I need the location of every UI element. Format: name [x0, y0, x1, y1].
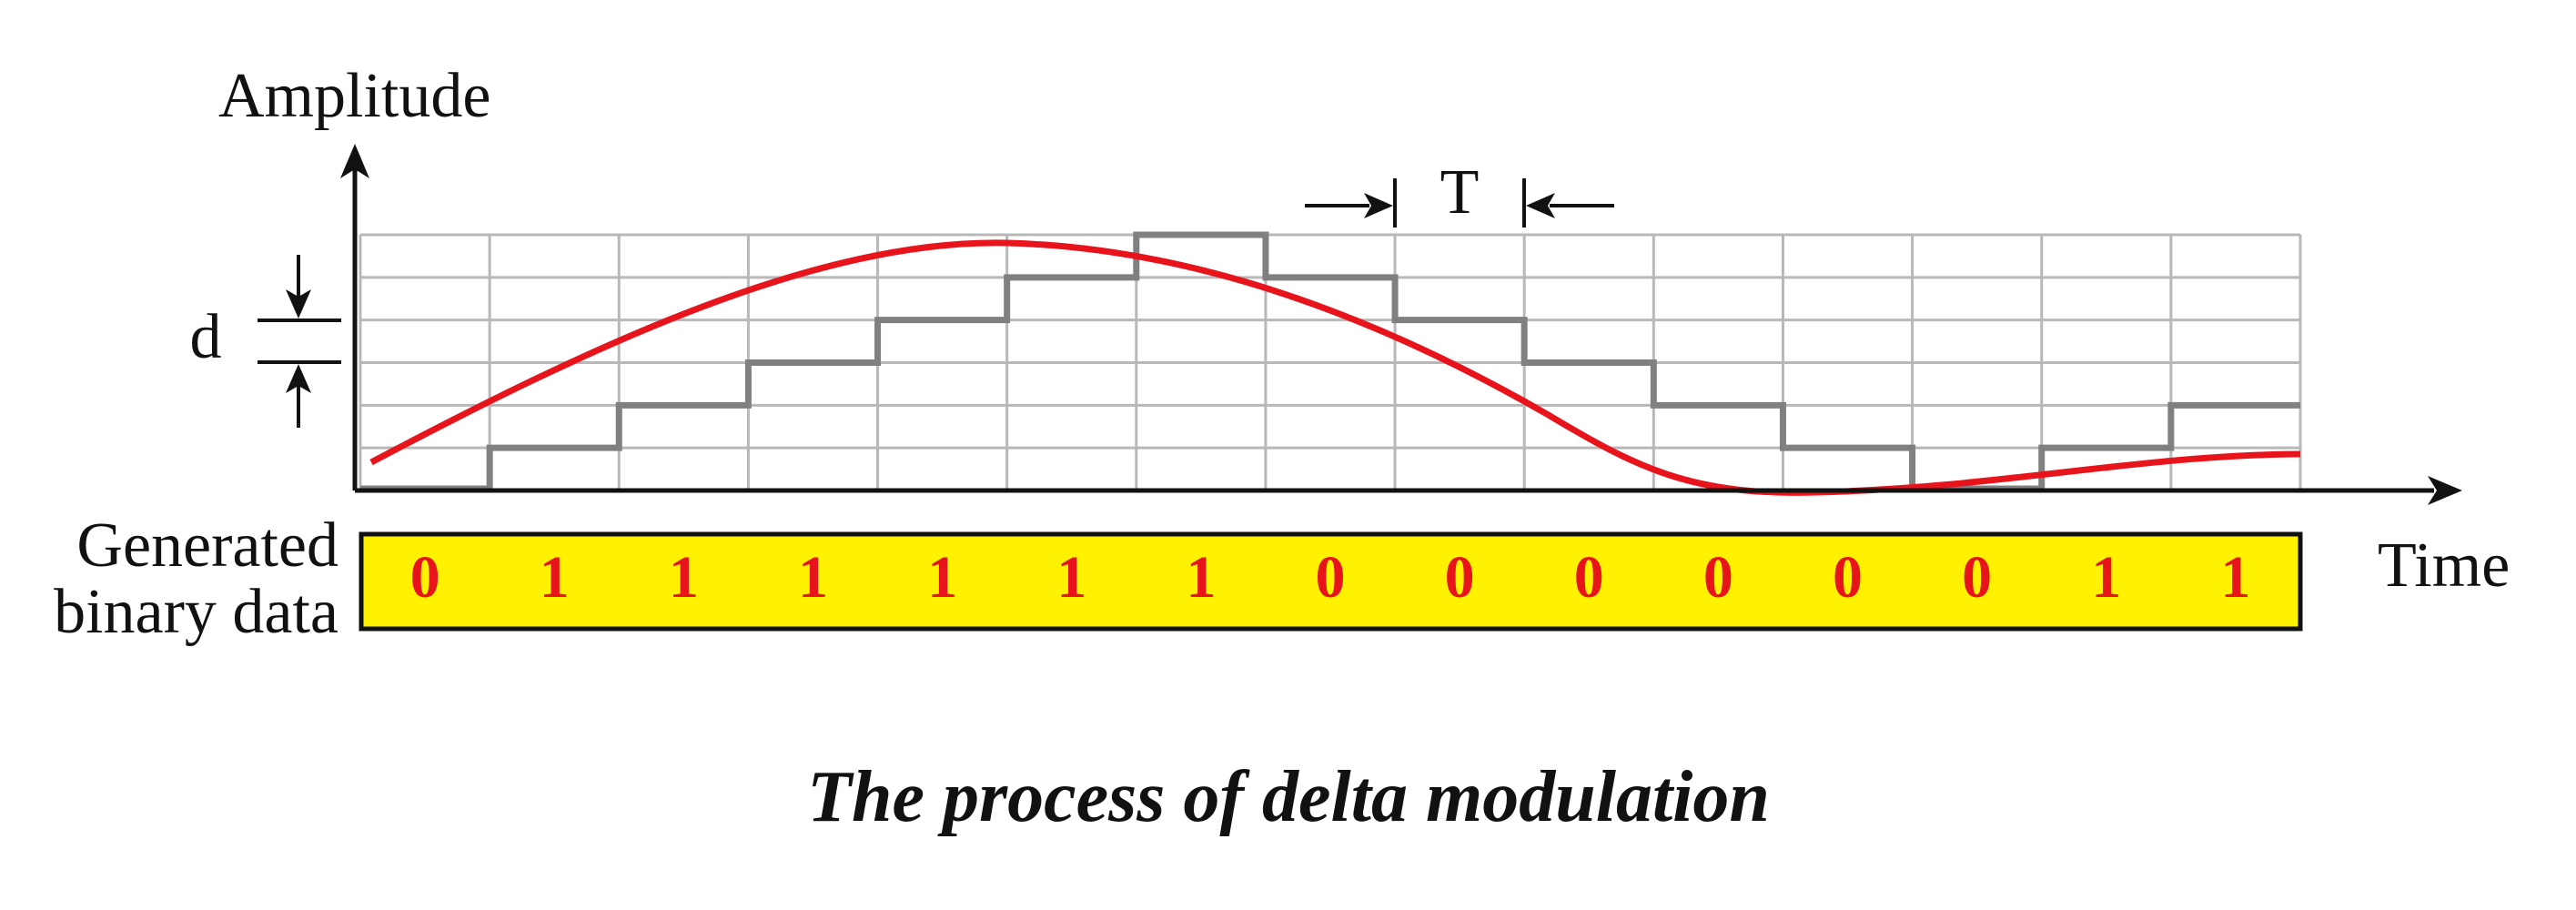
bit: 0 [1833, 544, 1863, 611]
y-axis-label: Amplitude [218, 61, 490, 131]
bit: 1 [2220, 544, 2250, 611]
bit: 0 [1962, 544, 1992, 611]
bit: 0 [1574, 544, 1604, 611]
x-axis-label: Time [2378, 531, 2510, 601]
axes [340, 144, 2462, 505]
caption: The process of delta modulation [807, 757, 1770, 837]
analog-signal [369, 239, 2301, 496]
bit: 0 [1703, 544, 1733, 611]
grid [359, 233, 2302, 490]
bit: 0 [1445, 544, 1475, 611]
binary-box [359, 531, 2303, 632]
bit: 1 [927, 544, 957, 611]
bit: 1 [1186, 544, 1216, 611]
period-label: T [1440, 157, 1480, 228]
step-size-marker [258, 255, 341, 428]
bit: 1 [1056, 544, 1086, 611]
binary-bits: 0 1 1 1 1 1 1 0 0 0 0 0 0 1 1 [410, 544, 2251, 611]
bit: 1 [540, 544, 570, 611]
bit: 0 [1316, 544, 1346, 611]
period-marker [1305, 178, 1614, 228]
step-size-label: d [190, 302, 222, 372]
binary-label: binary data [54, 577, 338, 647]
bit: 1 [669, 544, 699, 611]
bit: 0 [410, 544, 440, 611]
binary-label: Generated [76, 511, 338, 581]
bit: 1 [2091, 544, 2121, 611]
bit: 1 [798, 544, 828, 611]
